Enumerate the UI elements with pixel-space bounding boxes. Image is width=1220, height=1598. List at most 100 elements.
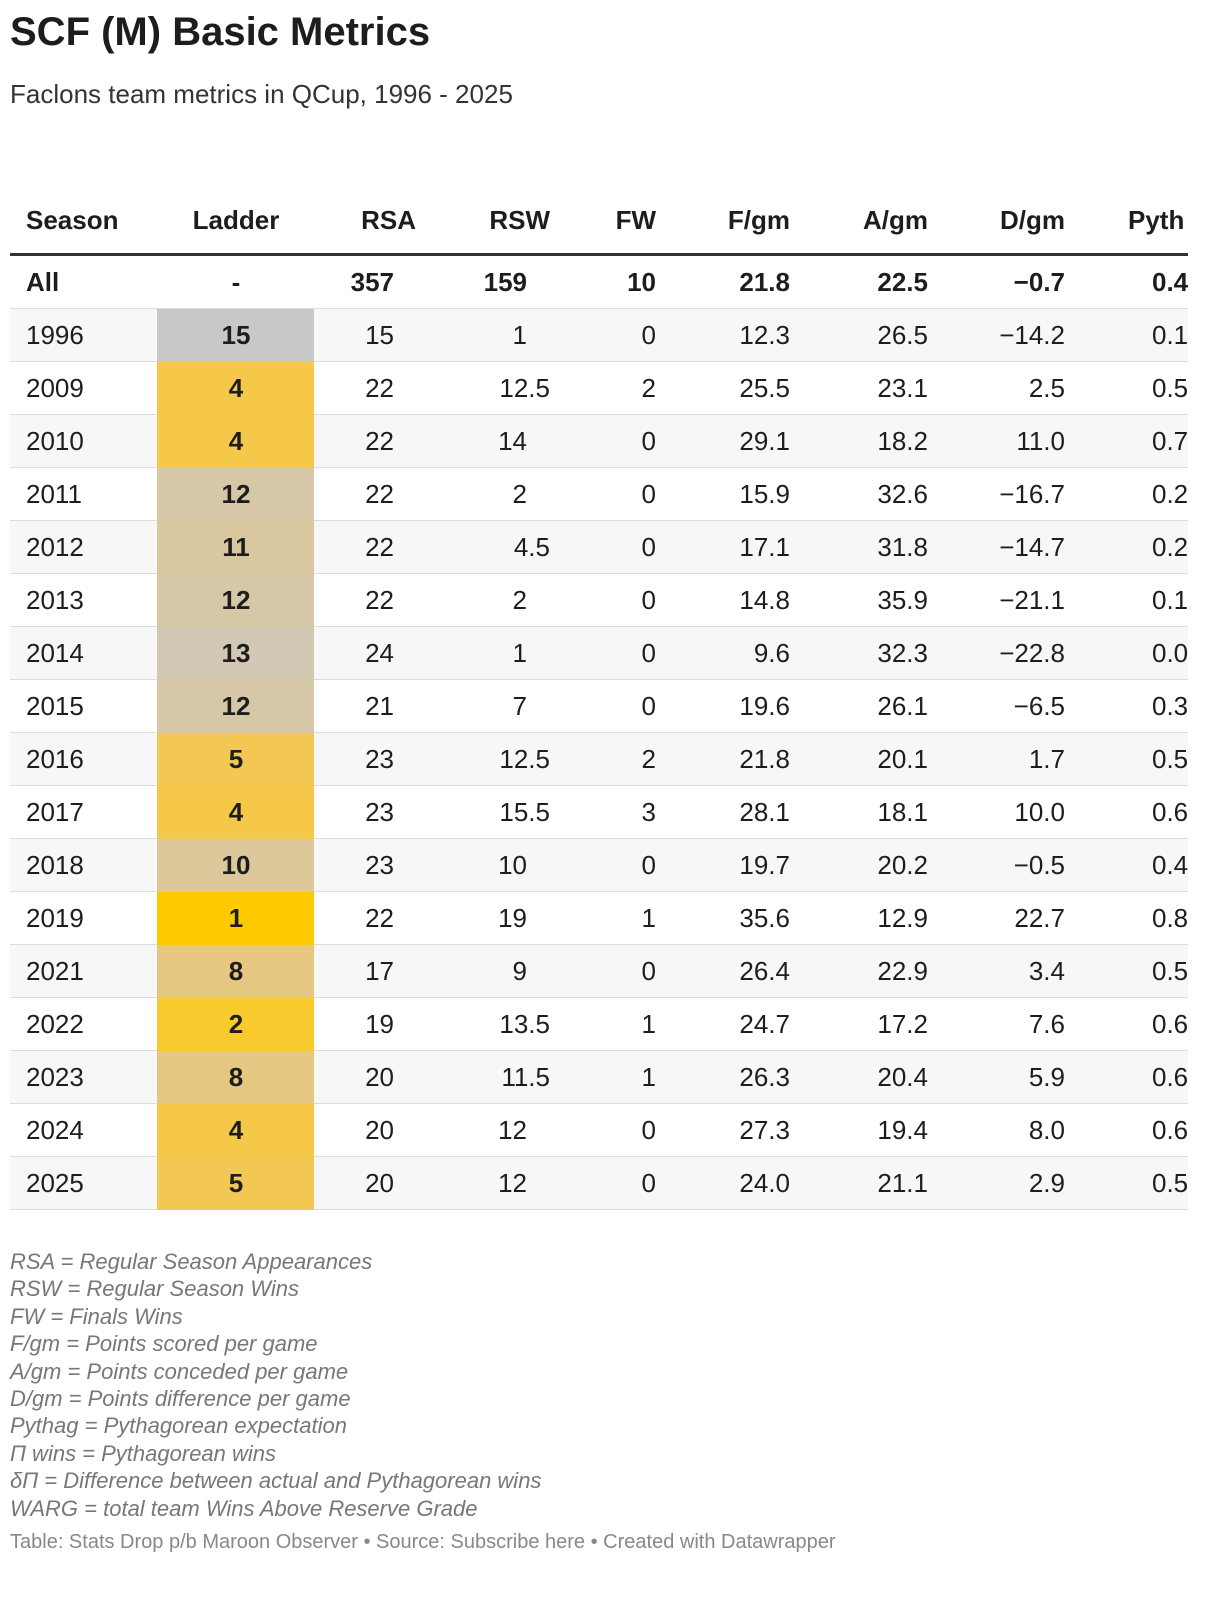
column-header: RSA bbox=[361, 205, 416, 235]
table-cell: 32.3 bbox=[877, 638, 928, 668]
table-cell: 5.9 bbox=[1028, 1062, 1065, 1092]
table-cell: 19.7 bbox=[739, 850, 790, 880]
column-header: D/gm bbox=[1000, 205, 1065, 235]
note: RSW = Regular Season Wins bbox=[10, 1276, 299, 1302]
table-cell: 20.4 bbox=[877, 1062, 928, 1092]
ladder-cell bbox=[157, 786, 314, 839]
column-header: A/gm bbox=[863, 205, 928, 235]
table-cell: −14.2 bbox=[999, 320, 1065, 350]
table-cell: 0 bbox=[641, 1168, 656, 1198]
table-cell: All bbox=[26, 267, 60, 297]
table-cell: 24 bbox=[365, 638, 394, 668]
table-cell: 0.6 bbox=[1152, 1115, 1188, 1145]
title: SCF (M) Basic Metrics bbox=[10, 10, 431, 54]
table-cell: 2 bbox=[641, 373, 656, 403]
ladder-cell bbox=[157, 1157, 314, 1210]
note: Pythag = Pythagorean expectation bbox=[10, 1413, 347, 1439]
table-cell: 2022 bbox=[26, 1009, 84, 1039]
ladder-cell bbox=[157, 1051, 314, 1104]
table-cell: 4 bbox=[228, 426, 244, 456]
ladder-cell bbox=[157, 574, 314, 627]
table-cell: −14.7 bbox=[999, 532, 1065, 562]
table-cell: 2019 bbox=[26, 903, 84, 933]
table-cell: 20.1 bbox=[877, 744, 928, 774]
table-cell: 4 bbox=[228, 797, 244, 827]
table-cell: 8 bbox=[228, 1062, 244, 1092]
ladder-cell bbox=[157, 415, 314, 468]
table-cell: 0 bbox=[641, 479, 656, 509]
table-cell: 0.6 bbox=[1152, 797, 1188, 827]
table-cell: 26.5 bbox=[877, 320, 928, 350]
table-cell: 12.5 bbox=[499, 373, 550, 403]
ladder-cell bbox=[157, 627, 314, 680]
table-cell: 1 bbox=[641, 1062, 656, 1092]
table-cell: 0.5 bbox=[1152, 1168, 1188, 1198]
table-cell: 35.9 bbox=[877, 585, 928, 615]
table-cell: 22 bbox=[365, 426, 394, 456]
note: F/gm = Points scored per game bbox=[10, 1331, 318, 1357]
table-cell: 0.4 bbox=[1152, 850, 1188, 880]
table-cell: 27.3 bbox=[739, 1115, 790, 1145]
table-cell: 22.5 bbox=[877, 267, 928, 297]
table-cell: 8.0 bbox=[1028, 1115, 1065, 1145]
table-cell: 15 bbox=[365, 320, 394, 350]
column-header: FW bbox=[615, 205, 656, 235]
table: Season Ladder RSA RSW FW F/gm A/gm D/gm Pyth All -… bbox=[10, 205, 1188, 1210]
table-cell: 10 bbox=[498, 850, 527, 880]
footer: Table: Stats Drop p/b Maroon Observer • … bbox=[10, 1531, 836, 1553]
table-cell: −0.7 bbox=[1013, 267, 1065, 297]
table-cell: 0.1 bbox=[1152, 320, 1188, 350]
table-cell: 2 bbox=[641, 744, 656, 774]
table-cell: 17.2 bbox=[877, 1009, 928, 1039]
table-cell: 17.1 bbox=[739, 532, 790, 562]
table-cell: −6.5 bbox=[1013, 691, 1065, 721]
table-cell: 20 bbox=[365, 1168, 394, 1198]
table-cell: 5 bbox=[228, 744, 244, 774]
table-cell: 0.5 bbox=[1152, 956, 1188, 986]
table-cell: 22 bbox=[365, 903, 394, 933]
ladder-cell bbox=[157, 945, 314, 998]
table-cell: 2013 bbox=[26, 585, 84, 615]
table-cell: 20 bbox=[365, 1115, 394, 1145]
table-cell: 0 bbox=[641, 320, 656, 350]
table-cell: 1 bbox=[512, 320, 527, 350]
table-cell: 12 bbox=[221, 691, 251, 721]
note: Π wins = Pythagorean wins bbox=[10, 1440, 277, 1466]
table-cell: 12.9 bbox=[877, 903, 928, 933]
table-cell: 21.8 bbox=[739, 267, 790, 297]
table-cell: 2014 bbox=[26, 638, 84, 668]
column-header: Season bbox=[26, 205, 119, 235]
table-cell: 2021 bbox=[26, 956, 84, 986]
table-cell: 1 bbox=[641, 903, 656, 933]
ladder-cell bbox=[157, 733, 314, 786]
table-cell: 2012 bbox=[26, 532, 84, 562]
note: WARG = total team Wins Above Reserve Gra… bbox=[10, 1495, 478, 1521]
table-cell: 0 bbox=[641, 956, 656, 986]
table-cell: 14.8 bbox=[739, 585, 790, 615]
table-cell: 22.9 bbox=[877, 956, 928, 986]
table-cell: 19 bbox=[498, 903, 527, 933]
table-cell: 20 bbox=[365, 1062, 394, 1092]
table-cell: 15.5 bbox=[499, 797, 550, 827]
table-cell: 13 bbox=[221, 638, 251, 668]
subtitle: Faclons team metrics in QCup, 1996 - 202… bbox=[10, 79, 513, 109]
table-cell: 2016 bbox=[26, 744, 84, 774]
ladder-cell bbox=[157, 468, 314, 521]
notes: RSA = Regular Season Appearances RSW = Re… bbox=[10, 1248, 541, 1522]
table-cell: 0.2 bbox=[1152, 532, 1188, 562]
table-cell: 22 bbox=[365, 585, 394, 615]
ladder-cell bbox=[157, 309, 314, 362]
table-cell: 22.7 bbox=[1014, 903, 1065, 933]
table-cell: 28.1 bbox=[739, 797, 790, 827]
table-cell: 14 bbox=[498, 426, 527, 456]
table-cell: 9 bbox=[512, 956, 527, 986]
table-cell: 357 bbox=[350, 267, 394, 297]
ladder-cell bbox=[157, 1104, 314, 1157]
note: A/gm = Points conceded per game bbox=[10, 1358, 349, 1384]
table-cell: 1996 bbox=[26, 320, 84, 350]
table-cell: 3.4 bbox=[1028, 956, 1065, 986]
table-cell: 8 bbox=[228, 956, 244, 986]
table-cell: 0 bbox=[641, 532, 656, 562]
header-rule bbox=[10, 253, 1188, 256]
table-cell: 0.1 bbox=[1152, 585, 1188, 615]
